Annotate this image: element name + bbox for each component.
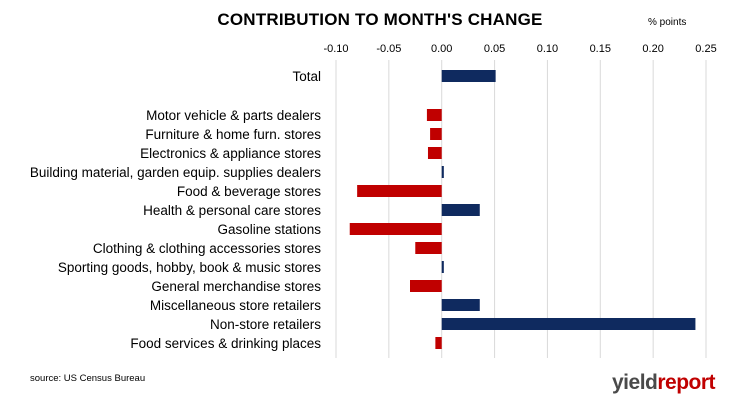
x-tick-label: 0.20 bbox=[642, 43, 663, 55]
x-tick-label: 0.05 bbox=[484, 43, 505, 55]
brand-logo: yieldreport bbox=[612, 371, 716, 395]
category-label: Gasoline stations bbox=[217, 222, 321, 237]
x-tick-label: 0.10 bbox=[537, 43, 558, 55]
bar bbox=[357, 185, 442, 197]
bar bbox=[441, 299, 480, 311]
bar bbox=[441, 261, 444, 273]
x-tick-label: 0.25 bbox=[695, 43, 716, 55]
brand-suffix: report bbox=[657, 371, 716, 394]
category-label: General merchandise stores bbox=[151, 279, 321, 294]
category-label: Building material, garden equip. supplie… bbox=[30, 165, 321, 180]
bar bbox=[435, 337, 442, 349]
bar bbox=[410, 280, 442, 292]
x-tick-label: -0.10 bbox=[323, 43, 348, 55]
x-tick-label: -0.05 bbox=[376, 43, 401, 55]
bar bbox=[441, 166, 444, 178]
category-label: Total bbox=[292, 69, 321, 84]
units-label: % points bbox=[648, 17, 687, 28]
category-label: Food services & drinking places bbox=[130, 336, 321, 351]
x-tick-label: 0.00 bbox=[431, 43, 452, 55]
bar bbox=[426, 109, 442, 121]
bar bbox=[441, 204, 480, 216]
category-label: Food & beverage stores bbox=[177, 184, 321, 199]
bar bbox=[415, 242, 442, 254]
category-label: Health & personal care stores bbox=[143, 203, 321, 218]
chart-title: CONTRIBUTION TO MONTH'S CHANGE bbox=[217, 10, 543, 29]
category-label: Miscellaneous store retailers bbox=[150, 298, 321, 313]
source-note: source: US Census Bureau bbox=[30, 373, 146, 384]
bar bbox=[349, 223, 442, 235]
x-tick-label: 0.15 bbox=[590, 43, 611, 55]
brand-prefix: yield bbox=[612, 371, 658, 394]
category-label: Electronics & appliance stores bbox=[140, 146, 321, 161]
category-label: Furniture & home furn. stores bbox=[145, 127, 321, 142]
category-label: Clothing & clothing accessories stores bbox=[93, 241, 321, 256]
category-label: Motor vehicle & parts dealers bbox=[146, 108, 321, 123]
bar bbox=[441, 70, 496, 82]
category-label: Non-store retailers bbox=[210, 317, 321, 332]
bar bbox=[441, 318, 696, 330]
category-label: Sporting goods, hobby, book & music stor… bbox=[58, 260, 321, 275]
bar bbox=[430, 128, 442, 140]
bar bbox=[427, 147, 442, 159]
